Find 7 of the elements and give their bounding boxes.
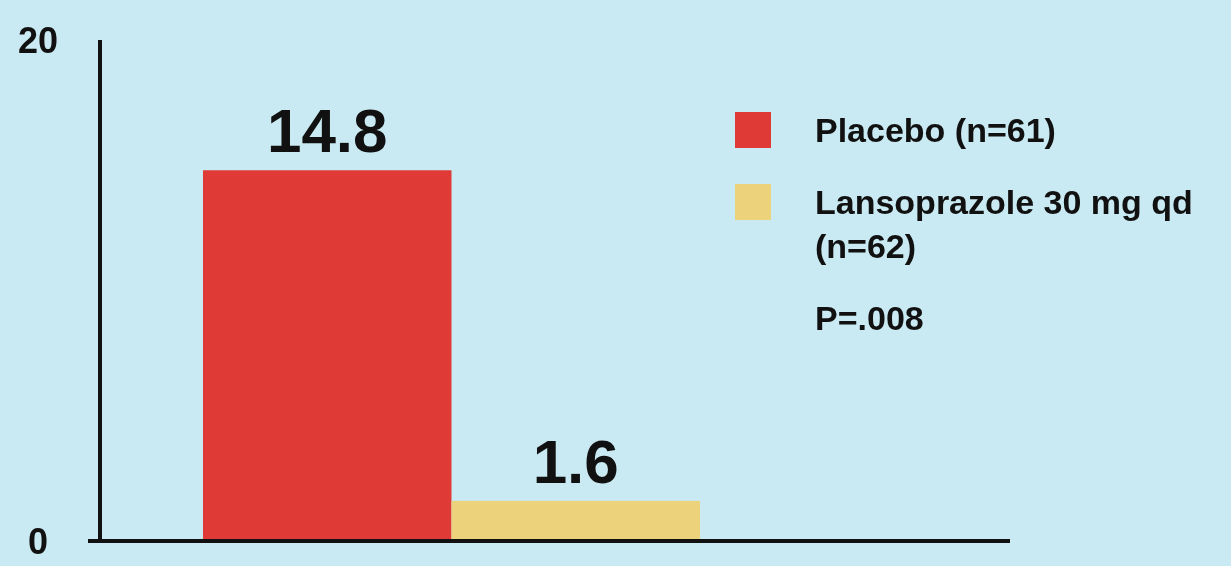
data-label: 14.8 xyxy=(266,96,388,166)
legend-label: Lansoprazole 30 mg qd (n=62) xyxy=(815,183,1193,265)
legend-label: Placebo (n=61) xyxy=(815,111,1056,149)
data-label: 1.6 xyxy=(532,426,619,496)
y-tick-label: 20 xyxy=(17,19,59,61)
y-tick-label: 0 xyxy=(27,520,49,562)
annotation: P=.008 xyxy=(815,299,924,337)
